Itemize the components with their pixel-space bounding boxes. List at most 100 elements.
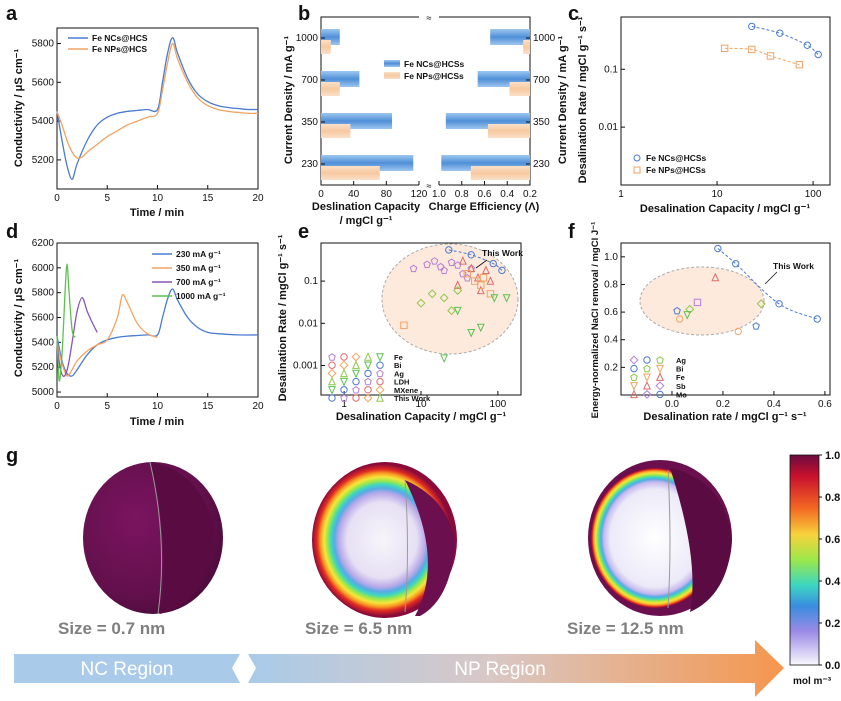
legend-b: Fe NCs@HCSs Fe NPs@HCSs	[384, 59, 465, 81]
colorbar-unit: mol m⁻³	[793, 676, 832, 687]
b-ytick-label-right-2: 700	[533, 75, 550, 86]
point-e-2-8	[459, 269, 467, 278]
bar-capacity-230-2	[321, 166, 380, 180]
axis-break-bottom	[419, 180, 439, 190]
legend-marker-e-1-3	[351, 352, 361, 362]
legend-marker-f-3-3	[656, 372, 664, 381]
legend-label-a-2: Fe NPs@HCS	[92, 44, 147, 54]
point-e-4-3	[439, 293, 449, 303]
point-e-5-3	[471, 277, 479, 285]
point-e-2-2	[423, 260, 431, 269]
bar-efficiency-1000-1	[490, 29, 530, 45]
legend-marker-e-2-1	[328, 361, 336, 369]
point-e-5-2	[463, 269, 471, 278]
panel-d: d 0 5 10 15 20 5000 5200 5400 5600 5800 6000 6200 2…	[6, 221, 264, 428]
d-xtick-label-1: 5	[104, 401, 110, 412]
legend-marker-f-1-1	[629, 355, 639, 365]
d-xtick-label-3: 15	[202, 401, 214, 412]
panel-a: a 0 5 10 15 20 5200 5400 5600 5800 Fe NCs@HCS Fe…	[6, 3, 264, 219]
e-xtick-label-1: 10	[415, 399, 427, 410]
panel-f: f 0.0 0.2 0.4 0.60.20.40.60.81.0 This Work …	[568, 221, 832, 423]
point-e-4-5	[453, 285, 463, 295]
legend-marker-f-5-3	[656, 390, 664, 399]
size-label-12-5nm: Size = 12.5 nm	[567, 619, 684, 638]
sphere-cut-face-1	[150, 462, 215, 614]
point-f-3-2	[734, 327, 742, 336]
sphere-cut-line-3	[667, 469, 671, 609]
break-mark-top: ≈	[427, 13, 432, 23]
point-e-2-5	[440, 266, 448, 275]
colorbar-tick-label-4: 0.2	[825, 618, 840, 630]
y-axis-label-d: Conductivity / μS cm⁻¹	[13, 259, 25, 378]
legend-marker-e-4-4	[364, 377, 372, 386]
legend-marker-f-2-3	[656, 364, 664, 374]
legend-marker-f-4-3	[655, 381, 665, 391]
colorbar-tick-label-2: 0.6	[825, 534, 840, 546]
point-e-3-2	[458, 256, 467, 265]
legend-label-e-6: This Work	[394, 394, 431, 403]
point-e-3-5	[476, 285, 485, 295]
point-e-1-3	[489, 259, 497, 268]
b-ytick-label-right-3: 1000	[533, 33, 556, 44]
nc-region-band	[14, 654, 240, 683]
f-ytick-label-0: 0.2	[604, 362, 618, 373]
legend-label-c-1: Fe NCs@HCSs	[646, 153, 707, 163]
point-f-4-2	[752, 322, 760, 330]
panel-letter-d: d	[6, 221, 18, 243]
b-xtick-label-left-3: 120	[411, 189, 428, 200]
plot-frame-f	[620, 242, 831, 396]
panel-letter-f: f	[568, 221, 575, 243]
legend-label-f-3: Fe	[676, 373, 685, 382]
b-ytick-label-right-1: 350	[533, 117, 550, 128]
legend-marker-e-6-2	[340, 394, 348, 402]
legend-label-f-2: Bi	[676, 365, 684, 374]
panel-letter-g: g	[6, 445, 18, 467]
bar-efficiency-230-2	[470, 166, 530, 180]
legend-label-e-1: Fe	[394, 353, 403, 362]
point-f-5-1	[683, 311, 692, 320]
a-xtick-label-2: 10	[152, 193, 164, 204]
point-f-6-1	[711, 272, 720, 282]
colorbar-tick-label-1: 0.8	[825, 492, 840, 504]
legend-marker-e-2-4	[364, 361, 372, 371]
bars-b	[321, 29, 530, 180]
point-e-3-6	[481, 265, 490, 275]
b-xtick-label-left-2: 80	[381, 189, 393, 200]
sphere-shell-2	[405, 480, 455, 616]
annotation-this-work-e: This Work	[482, 248, 523, 258]
point-c-1-4	[814, 50, 822, 59]
b-ytick-label-left-1: 350	[301, 117, 318, 128]
bar-efficiency-1000-2	[523, 40, 530, 54]
d-ytick-label-4: 5800	[32, 288, 55, 299]
point-c-1-2	[776, 29, 784, 37]
legend-a: Fe NCs@HCS Fe NPs@HCS	[68, 33, 148, 54]
b-xtick-label-right-0: 1.0	[432, 189, 446, 200]
bar-capacity-700-2	[321, 82, 340, 96]
axis-ticks-c: 1 10 100 0.01 0.1	[599, 64, 822, 200]
point-e-2-6	[447, 258, 456, 266]
legend-marker-e-2-5	[376, 361, 384, 369]
panel-b: b ≈ ≈ 230 230 350 350 700 700 1000 1000 0 40 80 120…	[283, 3, 569, 227]
y-axis-label-b-right: Current Density / mA g⁻¹	[557, 36, 569, 165]
e-xtick-label-2: 100	[490, 399, 507, 410]
point-f-1-1	[714, 244, 722, 253]
legend-marker-e-6-5	[376, 393, 384, 402]
axis-ticks-b: 230 230 350 350 700 700 1000 1000 0 40 80 120 1.0 0.8…	[296, 33, 556, 200]
c-xtick-label-0: 1	[618, 189, 624, 200]
d-ytick-label-1: 5200	[32, 362, 55, 373]
legend-marker-e-4-5	[376, 377, 384, 386]
legend-marker-e-5-3	[352, 385, 360, 394]
legend-marker-e-4-2	[340, 377, 348, 387]
b-xtick-label-right-2: 0.6	[478, 189, 492, 200]
series-line-a-2	[56, 42, 259, 159]
c-ytick-label-0: 0.01	[599, 122, 619, 133]
legend-marker-e-2-2	[339, 360, 349, 370]
d-ytick-label-3: 5600	[32, 313, 55, 324]
scatter-points-f	[673, 244, 821, 336]
y-axis-label-b-left: Current Density / mA g⁻¹	[283, 36, 295, 165]
x-axis-label-b-right: Charge Efficiency (Λ)	[429, 201, 540, 213]
d-xtick-label-0: 0	[54, 401, 60, 412]
plot-frame-c	[620, 16, 831, 186]
point-e-3-1	[453, 280, 462, 289]
